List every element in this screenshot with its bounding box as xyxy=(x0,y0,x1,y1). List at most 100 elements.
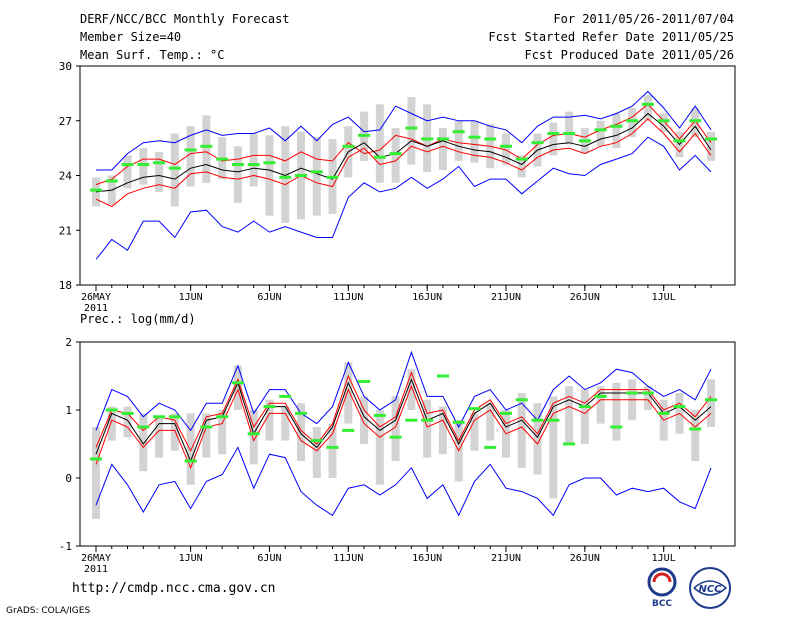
member-mean-marker xyxy=(657,411,670,415)
range-box xyxy=(265,399,274,441)
range-box xyxy=(170,133,179,207)
website-url[interactable]: http://cmdp.ncc.cma.gov.cn xyxy=(72,581,276,596)
range-box xyxy=(454,120,463,161)
member-mean-marker xyxy=(468,135,481,139)
member-mean-marker xyxy=(389,435,402,439)
member-mean-marker xyxy=(452,130,465,134)
range-box xyxy=(580,389,589,444)
x-tick-label: 26MAY xyxy=(81,553,111,564)
member-mean-marker xyxy=(500,144,512,148)
y-tick-label: 0 xyxy=(65,472,72,485)
member-mean-marker xyxy=(105,408,118,412)
series-line-min xyxy=(95,446,712,517)
series-line-ensemble-mean xyxy=(95,112,712,193)
range-box xyxy=(596,386,605,424)
member-mean-marker xyxy=(216,157,229,161)
member-mean-marker xyxy=(641,102,654,106)
grads-credit: GrADS: COLA/IGES xyxy=(6,606,91,616)
x-tick-label: 1JUL xyxy=(652,553,676,564)
range-box xyxy=(438,406,447,455)
range-box xyxy=(612,113,621,149)
member-mean-marker xyxy=(610,425,623,429)
member-mean-marker xyxy=(436,374,449,378)
member-mean-marker xyxy=(247,432,260,436)
member-mean-marker xyxy=(326,445,339,449)
member-mean-marker xyxy=(405,126,418,130)
range-box xyxy=(249,133,258,187)
range-box xyxy=(233,365,242,410)
range-box xyxy=(202,413,211,458)
member-mean-marker xyxy=(231,381,244,385)
range-box xyxy=(312,427,321,478)
member-mean-marker xyxy=(105,179,118,183)
range-box xyxy=(233,146,242,203)
range-box xyxy=(360,396,369,444)
series-line-lower-quartile xyxy=(95,118,712,208)
member-mean-marker xyxy=(184,148,197,152)
member-mean-marker xyxy=(373,155,386,159)
x-tick-label: 16JUN xyxy=(412,553,442,564)
x-tick-label: 1JUN xyxy=(179,292,203,303)
range-box xyxy=(407,97,416,165)
x-tick-label: 1JUN xyxy=(179,553,203,564)
range-box xyxy=(123,406,132,438)
forecast-period: For 2011/05/26-2011/07/04 xyxy=(553,12,734,26)
member-mean-marker xyxy=(500,411,512,415)
member-mean-marker xyxy=(689,119,702,123)
member-mean-marker xyxy=(295,411,307,415)
y-tick-label: 2 xyxy=(65,336,72,349)
ncc-logo-text: NCC xyxy=(698,584,722,595)
range-box xyxy=(312,137,321,216)
member-mean-marker xyxy=(515,398,528,402)
member-mean-marker xyxy=(153,161,166,165)
range-box xyxy=(643,95,652,121)
member-mean-marker xyxy=(436,137,449,141)
member-mean-marker xyxy=(90,188,102,192)
y-tick-label: 1 xyxy=(65,404,72,417)
member-mean-marker xyxy=(247,163,260,167)
range-box xyxy=(628,107,637,138)
member-mean-marker xyxy=(263,161,276,165)
member-mean-marker xyxy=(310,439,323,443)
series-line-lower-quartile xyxy=(95,384,712,470)
x-tick-label: 11JUN xyxy=(333,553,363,564)
range-box xyxy=(92,177,100,207)
range-box xyxy=(691,107,700,138)
member-mean-marker xyxy=(168,415,181,419)
member-mean-marker xyxy=(484,137,497,141)
range-box xyxy=(707,379,715,427)
series-line-max xyxy=(95,350,712,432)
range-box xyxy=(155,416,164,458)
member-mean-marker xyxy=(153,415,166,419)
member-mean-marker xyxy=(373,413,386,417)
bcc-logo-text: BCC xyxy=(652,599,672,609)
range-box xyxy=(344,362,353,424)
member-mean-marker xyxy=(421,137,434,141)
member-mean-marker xyxy=(358,133,371,137)
range-box xyxy=(265,135,274,216)
y-tick-label: 18 xyxy=(59,279,72,292)
range-box xyxy=(375,410,384,485)
member-mean-marker xyxy=(90,457,102,461)
series-line-upper-quartile xyxy=(95,103,712,186)
x-tick-label: 11JUN xyxy=(333,292,363,303)
range-box xyxy=(565,111,574,145)
member-size: Member Size=40 xyxy=(80,30,182,44)
member-mean-marker xyxy=(468,407,481,411)
member-mean-marker xyxy=(216,415,229,419)
member-mean-marker xyxy=(121,163,134,167)
member-mean-marker xyxy=(310,170,323,174)
member-mean-marker xyxy=(594,128,607,132)
y-tick-label: 30 xyxy=(59,60,72,73)
member-mean-marker xyxy=(421,418,434,422)
range-box xyxy=(139,148,148,185)
range-box xyxy=(707,131,715,161)
x-tick-label: 21JUN xyxy=(491,292,521,303)
range-box xyxy=(565,386,574,444)
member-mean-marker xyxy=(279,394,292,398)
y-tick-label: 24 xyxy=(59,170,73,183)
member-mean-marker xyxy=(673,139,686,143)
